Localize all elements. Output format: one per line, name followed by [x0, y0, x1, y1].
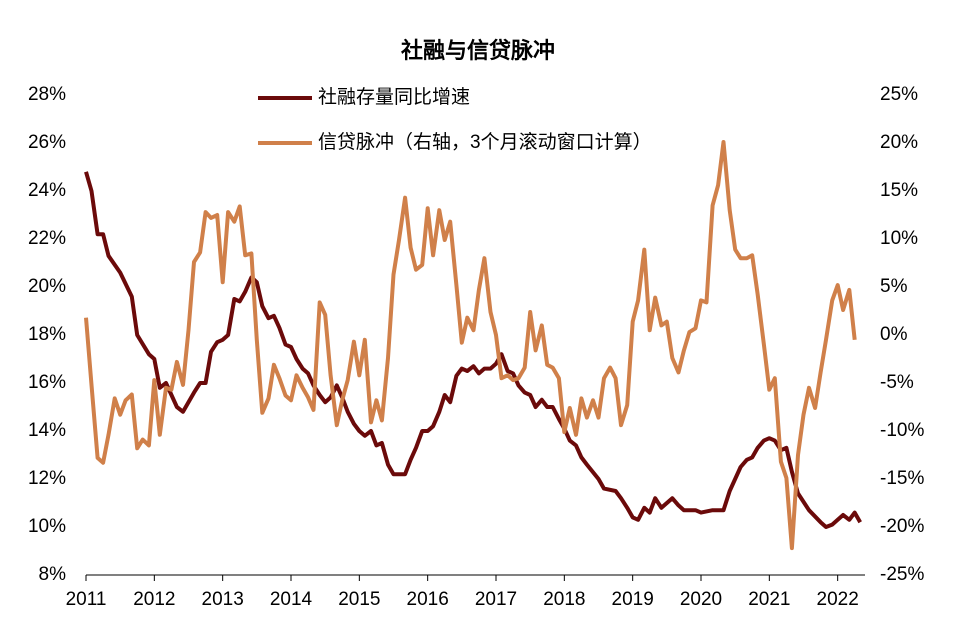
y-tick-label: 28%	[28, 84, 66, 105]
y2-tick-label: -20%	[880, 516, 924, 537]
x-tick-label: 2013	[202, 589, 244, 610]
y-tick-label: 16%	[28, 372, 66, 393]
x-tick-label: 2017	[475, 589, 517, 610]
y2-tick-label: -25%	[880, 564, 924, 585]
y2-tick-label: -5%	[880, 372, 914, 393]
y-tick-label: 20%	[28, 276, 66, 297]
legend-label: 社融存量同比增速	[318, 86, 470, 108]
y-tick-label: 10%	[28, 516, 66, 537]
legend-label: 信贷脉冲（右轴，3个月滚动窗口计算）	[318, 131, 652, 153]
y-tick-label: 18%	[28, 324, 66, 345]
y2-tick-label: 25%	[880, 84, 918, 105]
y2-tick-label: 0%	[880, 324, 908, 345]
y-tick-label: 8%	[39, 564, 67, 585]
y-tick-label: 12%	[28, 468, 66, 489]
series-line	[84, 171, 862, 529]
x-tick-label: 2019	[612, 589, 654, 610]
y2-tick-label: 10%	[880, 228, 918, 249]
x-tick-label: 2012	[133, 589, 175, 610]
y2-tick-label: 20%	[880, 132, 918, 153]
x-tick-label: 2014	[270, 589, 313, 610]
y-tick-label: 26%	[28, 132, 66, 153]
x-tick-label: 2016	[407, 589, 449, 610]
x-tick-label: 2015	[338, 589, 380, 610]
x-tick-label: 2011	[66, 589, 107, 610]
chart-title: 社融与信贷脉冲	[401, 38, 555, 63]
y2-tick-label: -15%	[880, 468, 924, 489]
x-tick-label: 2020	[680, 589, 722, 610]
y2-tick-label: -10%	[880, 420, 924, 441]
y-tick-label: 22%	[28, 228, 66, 249]
y-tick-label: 14%	[28, 420, 66, 441]
series-line	[84, 140, 857, 551]
x-tick-label: 2022	[817, 589, 859, 610]
y2-tick-label: 15%	[880, 180, 918, 201]
y-tick-label: 24%	[28, 180, 66, 201]
x-tick-label: 2018	[543, 589, 585, 610]
x-tick-label: 2021	[748, 589, 790, 610]
y2-tick-label: 5%	[880, 276, 908, 297]
